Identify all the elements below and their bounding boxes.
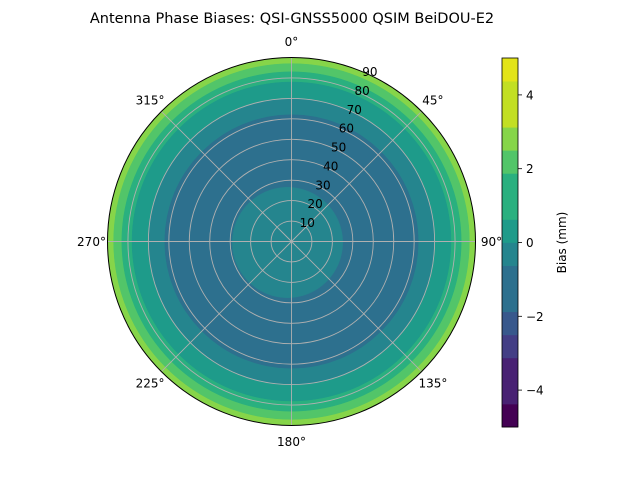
colorbar-band xyxy=(502,127,518,151)
colorbar-band xyxy=(502,196,518,220)
colorbar-band xyxy=(502,242,518,266)
colorbar-band xyxy=(502,403,518,428)
colorbar: −4 −2 0 2 4 Bias (mm) xyxy=(501,57,569,428)
r-tick-label: 80 xyxy=(354,84,369,98)
colorbar-band xyxy=(502,288,518,313)
polar-plot: 0° 45° 90° 135° 180° 225° 270° 315° 10 20 30 40 50 6… xyxy=(77,35,502,449)
r-tick-label: 10 xyxy=(300,216,315,230)
theta-tick-label: 180° xyxy=(277,435,306,449)
polar-grid xyxy=(107,57,476,426)
colorbar-band xyxy=(502,81,518,105)
colorbar-band xyxy=(502,150,518,174)
theta-gridline-315 xyxy=(161,111,292,242)
colorbar-tick-label: 4 xyxy=(526,88,534,102)
r-tick-label: 40 xyxy=(323,159,338,173)
colorbar-label: Bias (mm) xyxy=(555,212,569,274)
theta-gridline-45 xyxy=(291,111,422,242)
polar-frame xyxy=(107,57,476,426)
r-tick-labels: 10 20 30 40 50 60 70 80 90 xyxy=(300,65,378,230)
colorbar-tick-label: −4 xyxy=(526,384,544,398)
theta-tick-label: 90° xyxy=(481,235,502,249)
theta-tick-label: 315° xyxy=(136,94,165,108)
theta-tick-label: 135° xyxy=(418,376,447,390)
colorbar-band xyxy=(502,219,518,243)
theta-tick-label: 270° xyxy=(77,235,106,249)
colorbar-bands xyxy=(502,58,518,428)
colorbar-tick-label: −2 xyxy=(526,310,544,324)
colorbar-band xyxy=(502,380,518,405)
colorbar-tick-label: 2 xyxy=(526,162,534,176)
colorbar-band xyxy=(502,265,518,290)
colorbar-band xyxy=(502,173,518,197)
r-tick-label: 60 xyxy=(339,122,354,136)
r-tick-label: 50 xyxy=(331,141,346,155)
colorbar-band xyxy=(502,357,518,382)
r-tick-label: 20 xyxy=(308,197,323,211)
theta-tick-labels: 0° 45° 90° 135° 180° 225° 270° 315° xyxy=(77,35,502,449)
colorbar-ticks: −4 −2 0 2 4 xyxy=(518,88,544,398)
colorbar-band xyxy=(502,311,518,336)
colorbar-band xyxy=(502,58,518,82)
r-tick-label: 30 xyxy=(315,178,330,192)
theta-tick-label: 225° xyxy=(136,376,165,390)
theta-gridline-225 xyxy=(161,241,292,372)
colorbar-band xyxy=(502,334,518,359)
theta-gridline-135 xyxy=(291,241,422,372)
chart-title: Antenna Phase Biases: QSI-GNSS5000 QSIM … xyxy=(90,11,494,27)
r-tick-label: 70 xyxy=(347,103,362,117)
colorbar-band xyxy=(502,104,518,128)
r-tick-label: 90 xyxy=(362,65,377,79)
theta-tick-label: 0° xyxy=(285,35,299,49)
theta-tick-label: 45° xyxy=(422,94,443,108)
colorbar-tick-label: 0 xyxy=(526,236,534,250)
